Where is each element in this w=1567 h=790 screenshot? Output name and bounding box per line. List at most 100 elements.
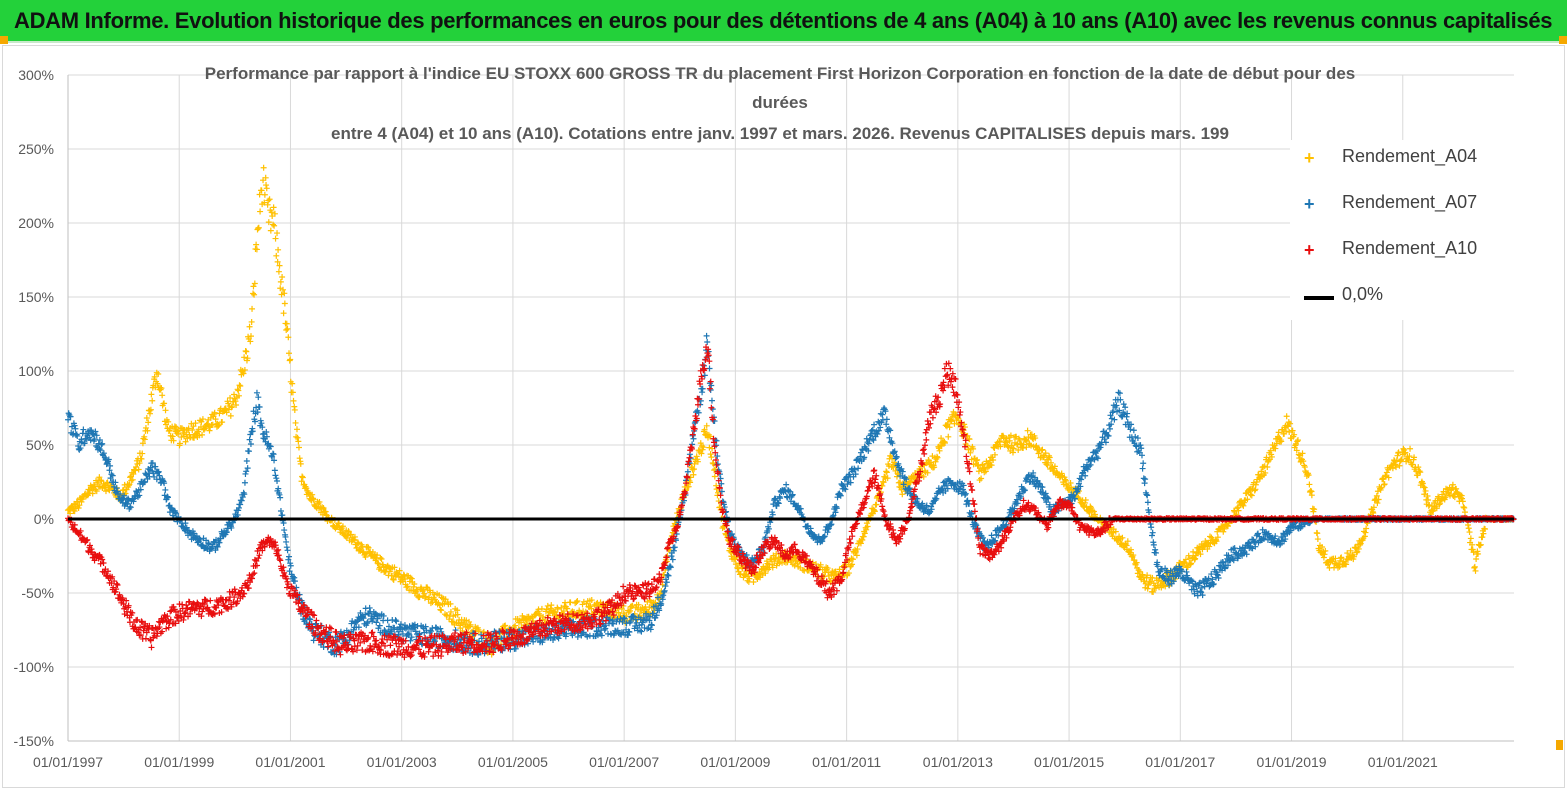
scatter-point bbox=[1142, 476, 1149, 483]
scatter-point bbox=[1283, 413, 1290, 420]
scatter-point bbox=[106, 487, 113, 494]
x-tick-label: 01/01/2019 bbox=[1256, 754, 1326, 770]
y-tick-label: 250% bbox=[18, 141, 54, 157]
scatter-point bbox=[932, 458, 939, 465]
scatter-point bbox=[274, 258, 281, 265]
scatter-point bbox=[967, 449, 974, 456]
scatter-point bbox=[313, 617, 320, 624]
scatter-point bbox=[403, 584, 410, 591]
scatter-point bbox=[728, 553, 735, 560]
scatter-point bbox=[397, 621, 404, 628]
scatter-point bbox=[189, 427, 196, 434]
scatter-point bbox=[299, 474, 306, 481]
scatter-point bbox=[271, 210, 278, 217]
scatter-point bbox=[706, 444, 713, 451]
scatter-point bbox=[263, 185, 270, 192]
scatter-point bbox=[233, 401, 240, 408]
scatter-point bbox=[207, 597, 214, 604]
scatter-point bbox=[1028, 473, 1035, 480]
scatter-point bbox=[247, 440, 254, 447]
scatter-point bbox=[502, 622, 509, 629]
scatter-point bbox=[708, 454, 715, 461]
scatter-point bbox=[206, 427, 213, 434]
scatter-point bbox=[1362, 529, 1369, 536]
scatter-point bbox=[344, 532, 351, 539]
scatter-point bbox=[365, 544, 372, 551]
scatter-point bbox=[277, 278, 284, 285]
scatter-point bbox=[285, 350, 292, 357]
scatter-point bbox=[190, 423, 197, 430]
scatter-point bbox=[290, 397, 297, 404]
scatter-point bbox=[197, 417, 204, 424]
scatter-point bbox=[817, 561, 824, 568]
scatter-point bbox=[204, 420, 211, 427]
x-tick-label: 01/01/1999 bbox=[144, 754, 214, 770]
scatter-point bbox=[629, 602, 636, 609]
scatter-point bbox=[396, 643, 403, 650]
scatter-point bbox=[87, 437, 94, 444]
scatter-point bbox=[326, 624, 333, 631]
scatter-point bbox=[849, 561, 856, 568]
scatter-point bbox=[374, 560, 381, 567]
scatter-point bbox=[567, 599, 574, 606]
corner-marker bbox=[1556, 740, 1563, 750]
scatter-point bbox=[178, 434, 185, 441]
scatter-point bbox=[391, 564, 398, 571]
scatter-point bbox=[253, 389, 260, 396]
scatter-point bbox=[378, 555, 385, 562]
scatter-point bbox=[638, 628, 645, 635]
scatter-point bbox=[373, 556, 380, 563]
scatter-point bbox=[155, 371, 162, 378]
scatter-point bbox=[950, 408, 957, 415]
y-tick-label: -150% bbox=[14, 733, 54, 749]
scatter-point bbox=[422, 593, 429, 600]
scatter-point bbox=[182, 438, 189, 445]
scatter-point bbox=[247, 338, 254, 345]
scatter-point bbox=[943, 422, 950, 429]
scatter-point bbox=[853, 552, 860, 559]
scatter-point bbox=[414, 586, 421, 593]
scatter-point bbox=[447, 608, 454, 615]
scatter-point bbox=[126, 481, 133, 488]
scatter-point bbox=[854, 546, 861, 553]
scatter-point bbox=[283, 327, 290, 334]
scatter-point bbox=[335, 520, 342, 527]
scatter-point bbox=[402, 576, 409, 583]
scatter-point bbox=[564, 605, 571, 612]
scatter-point bbox=[237, 383, 244, 390]
scatter-point bbox=[769, 561, 776, 568]
scatter-point bbox=[951, 420, 958, 427]
scatter-point bbox=[836, 566, 843, 573]
scatter-point bbox=[276, 262, 283, 269]
scatter-point bbox=[369, 629, 376, 636]
scatter-point bbox=[1198, 589, 1205, 596]
scatter-point bbox=[388, 572, 395, 579]
x-tick-label: 01/01/2007 bbox=[589, 754, 659, 770]
scatter-point bbox=[316, 498, 323, 505]
scatter-point bbox=[783, 481, 790, 488]
scatter-point bbox=[201, 425, 208, 432]
scatter-point bbox=[825, 573, 832, 580]
scatter-point bbox=[273, 475, 280, 482]
scatter-point bbox=[1472, 567, 1479, 574]
scatter-point bbox=[746, 575, 753, 582]
scatter-point bbox=[286, 553, 293, 560]
scatter-point bbox=[703, 332, 710, 339]
scatter-point bbox=[1465, 522, 1472, 529]
scatter-point bbox=[260, 164, 267, 171]
x-tick-label: 01/01/2003 bbox=[367, 754, 437, 770]
scatter-point bbox=[162, 407, 169, 414]
scatter-point bbox=[145, 419, 152, 426]
scatter-point bbox=[283, 320, 290, 327]
scatter-point bbox=[68, 504, 75, 511]
scatter-point bbox=[250, 290, 257, 297]
scatter-point bbox=[279, 512, 286, 519]
scatter-point bbox=[1307, 487, 1314, 494]
scatter-point bbox=[898, 486, 905, 493]
scatter-point bbox=[161, 400, 168, 407]
scatter-point bbox=[295, 438, 302, 445]
scatter-point bbox=[373, 619, 380, 626]
scatter-point bbox=[662, 583, 669, 590]
scatter-point bbox=[1465, 525, 1472, 532]
scatter-point bbox=[881, 473, 888, 480]
